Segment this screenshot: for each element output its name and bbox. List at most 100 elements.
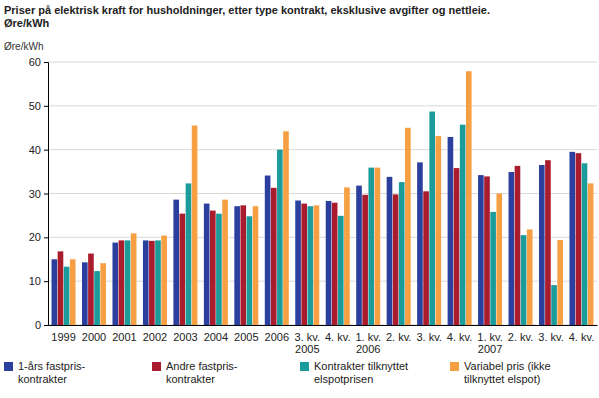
legend: 1-års fastpris-kontrakter Andre fastpris-…: [4, 360, 551, 385]
legend-label: 1-års fastpris-kontrakter: [18, 360, 86, 385]
bar: [576, 153, 582, 325]
bar: [435, 136, 441, 325]
bar: [295, 201, 301, 325]
tick: 10: [29, 275, 48, 287]
tick: 2. kv.: [508, 325, 533, 343]
tick: 4. kv.: [325, 325, 350, 343]
tick-label: 2003: [173, 331, 197, 343]
bar: [362, 195, 368, 325]
bar: [314, 205, 320, 325]
tick-label: 20: [29, 231, 41, 243]
bar: [356, 186, 362, 325]
tick: 0: [35, 319, 48, 331]
tick-label: 30: [29, 188, 41, 200]
bar: [143, 240, 149, 325]
tick-mark: [44, 281, 48, 282]
bar: [112, 243, 118, 325]
bar: [131, 233, 137, 325]
grid-line: [48, 281, 597, 282]
legend-item: Variabel pris (ikketilknyttet elspot): [450, 360, 551, 385]
legend-swatch: [152, 362, 161, 371]
tick-mark: [44, 325, 48, 326]
tick: 1. kv.2006: [355, 325, 380, 355]
bar: [466, 71, 472, 325]
tick: 1999: [51, 325, 75, 343]
tick-label: 40: [29, 144, 41, 156]
series: [70, 71, 594, 325]
bar: [204, 204, 210, 325]
tick: 50: [29, 100, 48, 112]
grid-line: [48, 62, 597, 63]
bar: [509, 172, 515, 325]
tick-label: 2006: [265, 331, 289, 343]
bar: [515, 166, 521, 325]
tick-label: 2002: [143, 331, 167, 343]
grid-line: [48, 193, 597, 194]
bar: [161, 236, 167, 325]
bar: [100, 263, 106, 325]
bar: [539, 165, 545, 325]
grid-line: [48, 149, 597, 150]
title: Priser på elektrisk kraft for husholdnin…: [4, 4, 490, 29]
axis-line: [44, 63, 49, 326]
bar: [94, 271, 100, 325]
bar: [52, 259, 58, 325]
bar: [301, 204, 307, 325]
tick-label: 1999: [51, 331, 75, 343]
bar: [545, 160, 551, 325]
tick: 3. kv.: [538, 325, 563, 343]
tick-label: 3. kv.2005: [295, 331, 320, 356]
bar: [283, 131, 289, 325]
grid: [48, 62, 597, 325]
bar: [88, 254, 94, 325]
bar: [247, 216, 253, 325]
tick-label: 3. kv.: [538, 331, 563, 343]
tick-label: 2000: [82, 331, 106, 343]
grid-line: [48, 105, 597, 106]
series: [52, 137, 576, 325]
bars: [52, 71, 594, 325]
tick: 2002: [143, 325, 167, 343]
tick-mark: [44, 150, 48, 151]
legend-label: Andre fastpris-kontrakter: [166, 360, 238, 385]
tick: 30: [29, 188, 48, 200]
bar: [277, 150, 283, 325]
legend-label: Variabel pris (ikketilknyttet elspot): [464, 360, 551, 385]
tick-label: 2005: [234, 331, 258, 343]
bar: [478, 175, 484, 325]
bar: [551, 285, 557, 325]
bar: [387, 177, 393, 325]
bar: [271, 188, 277, 325]
bar: [454, 168, 460, 325]
tick: 3. kv.2005: [295, 325, 320, 355]
bar: [527, 229, 533, 325]
bar: [429, 112, 435, 325]
tick-label: 4. kv.: [447, 331, 472, 343]
series: [64, 112, 588, 325]
tick-label: 1. kv.2007: [477, 331, 502, 356]
bar: [234, 206, 240, 325]
axis-line: [49, 325, 598, 326]
tick-label: 2004: [204, 331, 228, 343]
bar: [368, 168, 374, 325]
tick-label: 3. kv.: [416, 331, 441, 343]
bar: [326, 201, 332, 325]
bar: [125, 240, 131, 325]
bar: [496, 194, 502, 326]
bar: [332, 203, 338, 325]
tick-label: 60: [29, 56, 41, 68]
bar: [588, 183, 594, 325]
bar: [82, 262, 88, 325]
plot: 0102030405060199920002001200220032004200…: [29, 56, 598, 355]
bar: [582, 163, 588, 325]
bar: [186, 183, 192, 325]
x-axis: 199920002001200220032004200520063. kv.20…: [49, 325, 598, 355]
tick: 2000: [82, 325, 106, 343]
tick-mark: [44, 106, 48, 107]
bar: [569, 152, 575, 325]
series: [58, 153, 582, 325]
bar: [399, 182, 405, 325]
tick-mark: [44, 194, 48, 195]
grid-line: [48, 237, 597, 238]
tick-label: 4. kv.: [325, 331, 350, 343]
